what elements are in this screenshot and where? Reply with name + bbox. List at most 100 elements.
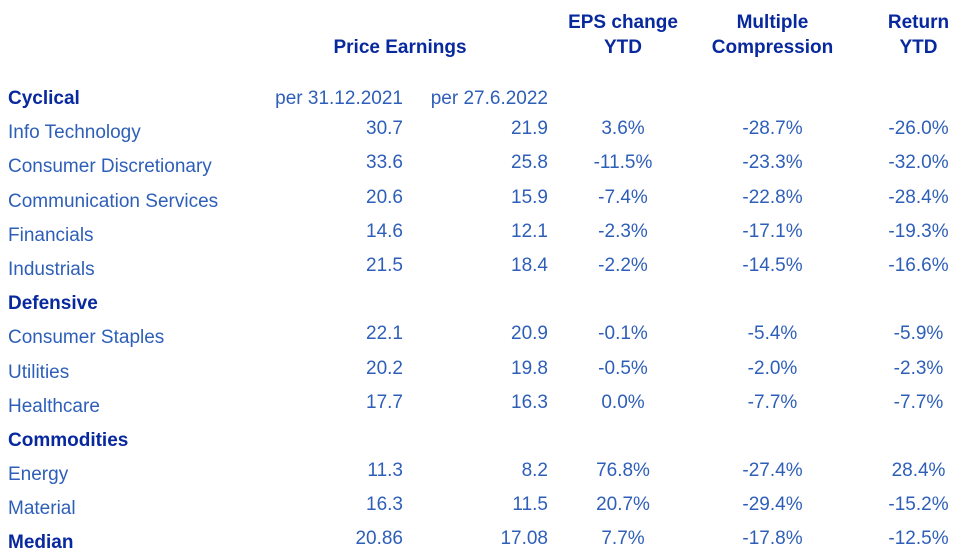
- eps-change-ytd-cell: -11.5%: [593, 152, 653, 174]
- pe-2022-cell: 12.1: [511, 220, 548, 242]
- pe-2022-cell: 25.8: [511, 152, 548, 174]
- multiple-compression-cell: -2.0%: [747, 357, 798, 379]
- pe-2021-cell: 20.2: [366, 357, 403, 379]
- pe-2022-cell: 19.8: [511, 357, 548, 379]
- header-line-eps-change: EPS change: [568, 12, 678, 33]
- return-ytd-cell: -12.5%: [888, 528, 949, 550]
- multiple-compression-cell: -22.8%: [742, 186, 803, 208]
- eps-change-ytd-cell: 7.7%: [601, 528, 645, 550]
- section-row-commodities: Commodities: [0, 427, 960, 461]
- pe-2021-cell: 11.3: [367, 460, 403, 482]
- section-row-defensive: Defensive: [0, 290, 960, 324]
- pe-2022-cell: 15.9: [511, 186, 548, 208]
- pe-2021-cell: [250, 427, 405, 429]
- row-label: Communication Services: [8, 190, 219, 212]
- multiple-compression-cell: -29.4%: [742, 494, 803, 516]
- eps-change-ytd-cell: -0.5%: [598, 357, 648, 379]
- eps-change-ytd-cell: [550, 290, 696, 292]
- header-spacer: [0, 60, 250, 62]
- table-row-info-technology: Info Technology 30.7 21.9 3.6% -28.7% -2…: [0, 118, 960, 153]
- multiple-compression-cell: -5.4%: [747, 323, 798, 345]
- eps-change-ytd-cell: 3.6%: [601, 118, 645, 140]
- row-label: Consumer Discretionary: [8, 156, 212, 178]
- table-row-material: Material 16.3 11.5 20.7% -29.4% -15.2%: [0, 494, 960, 529]
- pe-2022-cell: [405, 427, 550, 429]
- pe-2022-cell: 21.9: [511, 118, 548, 140]
- table-body: Cyclical per 31.12.2021 per 27.6.2022 In…: [0, 85, 960, 560]
- pe-2021-cell: 14.6: [366, 220, 403, 242]
- row-label: Commodities: [8, 429, 129, 451]
- table-row-median: Median 20.86 17.08 7.7% -17.8% -12.5%: [0, 528, 960, 560]
- pe-2021-cell: 30.7: [366, 118, 403, 140]
- table-header-row: Price Earnings EPS change YTD Multiple C…: [0, 0, 960, 62]
- eps-change-ytd-cell: -0.1%: [598, 323, 648, 345]
- row-label: Cyclical: [8, 88, 80, 109]
- pe-2021-cell: 22.1: [366, 323, 403, 345]
- multiple-compression-cell: [696, 290, 849, 292]
- header-line-multiple: Multiple: [736, 12, 809, 33]
- column-header-multiple-compression: Multiple Compression: [696, 10, 849, 62]
- header-line-return-ytd: YTD: [899, 37, 938, 58]
- multiple-compression-cell: [696, 85, 849, 87]
- eps-change-ytd-cell: 76.8%: [596, 460, 650, 482]
- header-line-eps-ytd: YTD: [604, 37, 642, 58]
- table-row-energy: Energy 11.3 8.2 76.8% -27.4% 28.4%: [0, 460, 960, 495]
- pe-2022-cell: 11.5: [512, 494, 548, 516]
- pe-2022-cell: 18.4: [511, 254, 548, 276]
- return-ytd-cell: -32.0%: [888, 152, 949, 174]
- eps-change-ytd-cell: [550, 85, 696, 87]
- return-ytd-cell: -26.0%: [888, 118, 949, 140]
- table-row-consumer-discretionary: Consumer Discretionary 33.6 25.8 -11.5% …: [0, 152, 960, 187]
- pe-2022-cell: 8.2: [521, 460, 548, 482]
- table-row-communication-services: Communication Services 20.6 15.9 -7.4% -…: [0, 187, 960, 222]
- pe-2022-cell: 16.3: [511, 391, 548, 413]
- multiple-compression-cell: -23.3%: [742, 152, 803, 174]
- eps-change-ytd-cell: 0.0%: [601, 391, 645, 413]
- row-label: Industrials: [8, 258, 95, 280]
- multiple-compression-cell: -28.7%: [742, 118, 803, 140]
- eps-change-ytd-cell: [550, 427, 696, 429]
- multiple-compression-cell: -17.1%: [742, 220, 803, 242]
- row-label: Energy: [8, 464, 69, 486]
- return-ytd-cell: -7.7%: [893, 391, 944, 413]
- row-label: Median: [8, 532, 74, 554]
- return-ytd-cell: -16.6%: [888, 254, 949, 276]
- pe-2021-cell: [250, 290, 405, 292]
- row-label: Material: [8, 498, 76, 520]
- return-ytd-cell: -28.4%: [888, 186, 949, 208]
- eps-change-ytd-cell: 20.7%: [596, 494, 650, 516]
- pe-2021-cell: 20.6: [366, 186, 403, 208]
- return-ytd-cell: [849, 290, 960, 292]
- multiple-compression-cell: -17.8%: [742, 528, 803, 550]
- pe-2022-cell: 17.08: [500, 528, 548, 550]
- table-row-consumer-staples: Consumer Staples 22.1 20.9 -0.1% -5.4% -…: [0, 323, 960, 358]
- multiple-compression-cell: -27.4%: [742, 460, 803, 482]
- table-row-financials: Financials 14.6 12.1 -2.3% -17.1% -19.3%: [0, 221, 960, 256]
- eps-change-ytd-cell: -2.2%: [598, 254, 648, 276]
- return-ytd-cell: -19.3%: [888, 220, 949, 242]
- row-label: Defensive: [8, 293, 98, 315]
- row-label: Financials: [8, 224, 94, 246]
- table-row-industrials: Industrials 21.5 18.4 -2.2% -14.5% -16.6…: [0, 255, 960, 290]
- table-row-utilities: Utilities 20.2 19.8 -0.5% -2.0% -2.3%: [0, 358, 960, 393]
- return-ytd-cell: -5.9%: [893, 323, 944, 345]
- pe-2021-cell: 17.7: [366, 391, 403, 413]
- row-label: Consumer Staples: [8, 327, 165, 349]
- multiple-compression-cell: -7.7%: [747, 391, 798, 413]
- multiple-compression-cell: -14.5%: [742, 254, 803, 276]
- return-ytd-cell: 28.4%: [891, 460, 946, 482]
- row-label: Healthcare: [8, 395, 100, 417]
- return-ytd-cell: [849, 85, 960, 87]
- eps-change-ytd-cell: -7.4%: [598, 186, 648, 208]
- pe-2021-cell: 16.3: [366, 494, 403, 516]
- pe-2021-cell: 33.6: [366, 152, 403, 174]
- pe-2022-cell: [405, 290, 550, 292]
- pe-2022-cell: 20.9: [511, 323, 548, 345]
- eps-change-ytd-cell: -2.3%: [598, 220, 648, 242]
- table-row-healthcare: Healthcare 17.7 16.3 0.0% -7.7% -7.7%: [0, 392, 960, 427]
- row-label: Info Technology: [8, 122, 141, 144]
- row-label: Utilities: [8, 361, 70, 383]
- return-ytd-cell: [849, 427, 960, 429]
- return-ytd-cell: -15.2%: [888, 494, 949, 516]
